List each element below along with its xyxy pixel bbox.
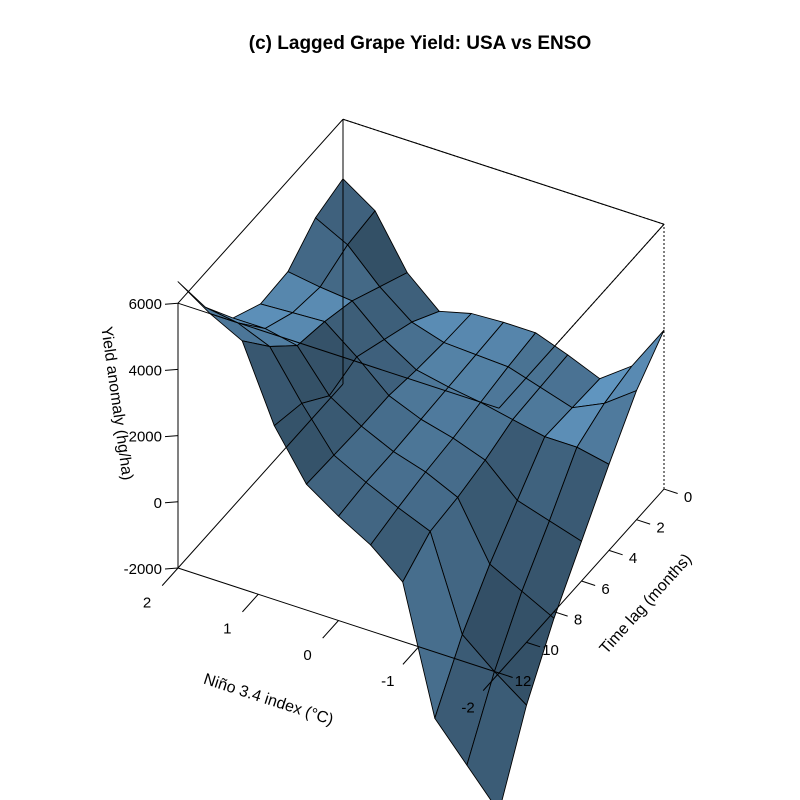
x-axis-tick bbox=[322, 620, 339, 639]
box-edge bbox=[498, 223, 665, 409]
chart-title: (c) Lagged Grape Yield: USA vs ENSO bbox=[249, 33, 591, 54]
x-axis-tick bbox=[242, 593, 259, 613]
z-tick-label: 0 bbox=[154, 495, 162, 512]
y-tick-label: 6 bbox=[601, 581, 609, 598]
z-axis-tick bbox=[164, 567, 179, 570]
surface-plot bbox=[177, 178, 665, 800]
z-axis-tick bbox=[164, 302, 179, 305]
z-axis-tick bbox=[164, 435, 179, 438]
z-tick-label: 2000 bbox=[129, 429, 162, 446]
y-axis-tick bbox=[608, 549, 623, 556]
box-edge bbox=[177, 302, 500, 409]
y-tick-label: 2 bbox=[656, 520, 664, 537]
y-tick-label: 10 bbox=[542, 642, 559, 659]
y-axis-tick bbox=[663, 488, 678, 494]
z-tick-label: 6000 bbox=[129, 296, 162, 313]
surface-facet bbox=[466, 671, 527, 800]
y-axis-tick bbox=[526, 641, 541, 648]
y-tick-label: 8 bbox=[574, 612, 582, 629]
z-tick-label: -2000 bbox=[124, 561, 162, 578]
x-tick-label: 1 bbox=[223, 621, 231, 638]
y-axis-tick bbox=[553, 611, 568, 617]
x-axis-label: Niño 3.4 index (°C) bbox=[201, 671, 335, 729]
z-axis-tick bbox=[164, 501, 179, 504]
y-axis-tick bbox=[636, 519, 651, 525]
box-edge bbox=[177, 118, 344, 304]
y-tick-label: 4 bbox=[629, 550, 637, 567]
z-axis: Yield anomaly (hg/ha) -2000 0 2000 4000 6000 bbox=[97, 296, 179, 578]
x-tick-label: -2 bbox=[461, 699, 474, 716]
box-edge bbox=[342, 118, 665, 225]
y-axis-tick bbox=[581, 580, 596, 586]
z-tick-label: 4000 bbox=[129, 362, 162, 379]
x-tick-label: 2 bbox=[143, 594, 151, 611]
y-tick-label: 12 bbox=[515, 673, 532, 690]
x-tick-label: 0 bbox=[303, 647, 311, 664]
x-axis-tick bbox=[402, 646, 420, 665]
x-axis-tick bbox=[161, 567, 179, 586]
y-axis-label: Time lag (months) bbox=[597, 551, 696, 658]
z-axis-label: Yield anomaly (hg/ha) bbox=[97, 325, 135, 481]
box-edge bbox=[177, 383, 344, 569]
y-tick-label: 0 bbox=[684, 489, 692, 506]
x-tick-label: -1 bbox=[381, 673, 394, 690]
x-axis-tick bbox=[482, 672, 500, 691]
y-axis-tick bbox=[498, 672, 513, 678]
z-axis-tick bbox=[164, 368, 179, 371]
